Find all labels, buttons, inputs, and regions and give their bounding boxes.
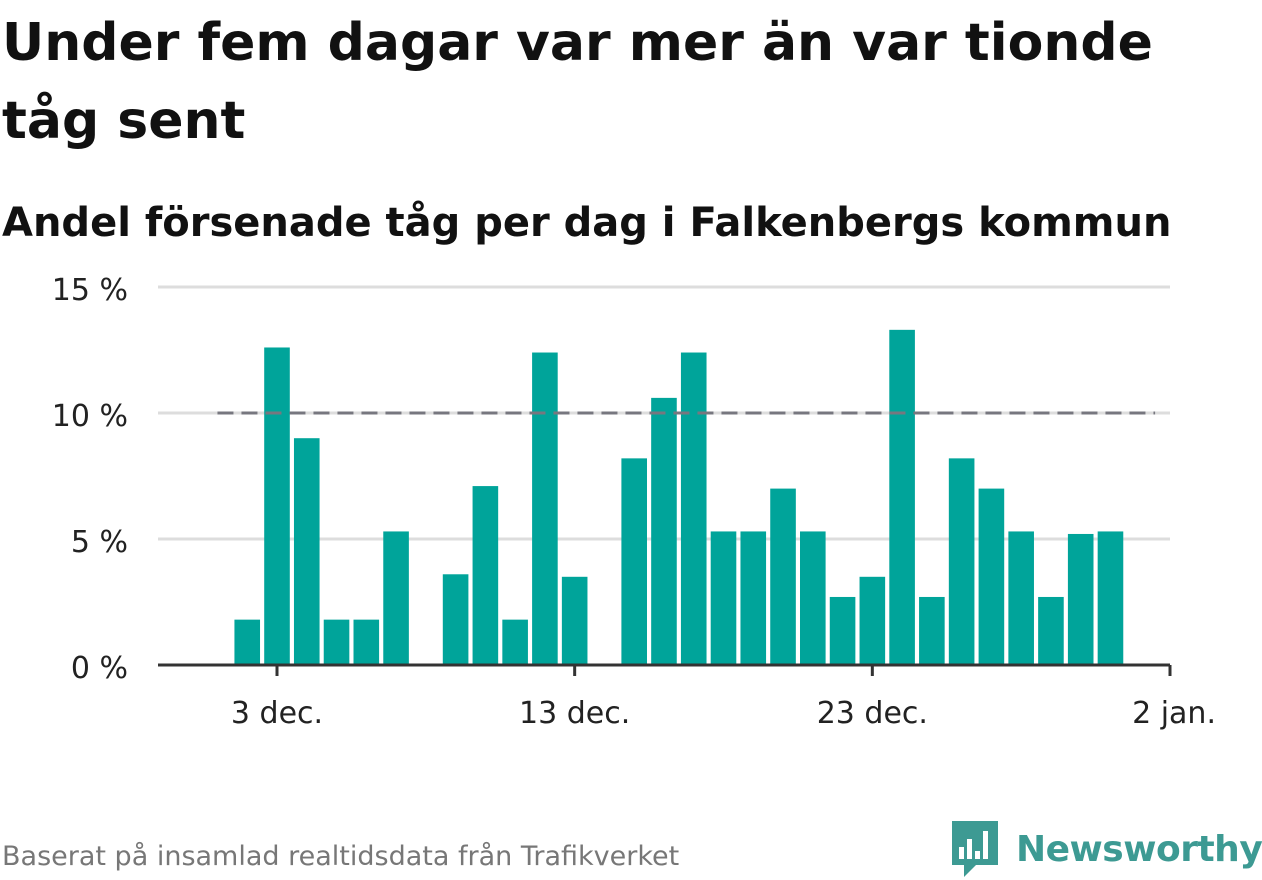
bar bbox=[770, 488, 796, 665]
bar bbox=[1097, 531, 1124, 665]
bar bbox=[1038, 596, 1064, 665]
bar bbox=[472, 486, 499, 665]
y-tick-label: 0 % bbox=[71, 651, 128, 686]
chart-subtitle: Andel försenade tåg per dag i Falkenberg… bbox=[2, 200, 1172, 246]
x-tick-label: 23 dec. bbox=[817, 696, 928, 731]
bar bbox=[1067, 533, 1094, 665]
bar bbox=[978, 488, 1005, 665]
x-tick-label: 2 jan. bbox=[1132, 696, 1216, 731]
bar bbox=[383, 531, 409, 665]
bar bbox=[919, 596, 945, 665]
bar bbox=[293, 438, 320, 665]
bar-chart: 0 % 5 % 10 % 15 % 3 dec. 13 dec. 23 dec. 2 jan… bbox=[52, 273, 1216, 731]
bar bbox=[859, 576, 886, 665]
bar bbox=[323, 619, 350, 665]
brand-name: Newsworthy bbox=[1016, 828, 1262, 870]
bar bbox=[710, 531, 737, 665]
y-tick-label: 15 % bbox=[52, 273, 128, 308]
x-tick-label: 3 dec. bbox=[231, 696, 323, 731]
bar bbox=[948, 458, 975, 665]
bar bbox=[234, 619, 261, 665]
bar bbox=[740, 531, 767, 665]
x-axis bbox=[158, 663, 1172, 676]
bar bbox=[1008, 531, 1034, 665]
bar bbox=[889, 329, 915, 665]
y-tick-label: 10 % bbox=[52, 399, 128, 434]
chart-title: Under fem dagar var mer än var tionde tå… bbox=[2, 13, 1153, 151]
bar bbox=[561, 576, 588, 665]
bar bbox=[264, 347, 290, 665]
y-tick-label: 5 % bbox=[71, 525, 128, 560]
newsworthy-logo-icon bbox=[952, 821, 998, 877]
source-note: Baserat på insamlad realtidsdata från Tr… bbox=[2, 841, 680, 872]
bars bbox=[234, 329, 1124, 665]
newsworthy-logo: Newsworthy bbox=[950, 818, 1262, 880]
bar bbox=[829, 596, 856, 665]
y-axis-labels: 0 % 5 % 10 % 15 % bbox=[52, 273, 128, 686]
bar bbox=[621, 458, 647, 665]
bar bbox=[532, 352, 558, 665]
bar bbox=[442, 574, 469, 665]
bar bbox=[680, 352, 707, 665]
x-axis-labels: 3 dec. 13 dec. 23 dec. 2 jan. bbox=[231, 696, 1216, 731]
bar bbox=[502, 619, 528, 665]
bar bbox=[353, 619, 380, 665]
x-tick-label: 13 dec. bbox=[519, 696, 630, 731]
bar bbox=[651, 397, 677, 665]
bar bbox=[800, 531, 826, 665]
